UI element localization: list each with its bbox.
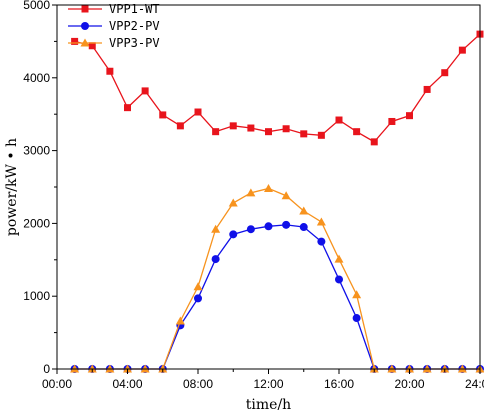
- series-line: [74, 187, 480, 370]
- data-point-marker: [159, 111, 167, 119]
- x-tick-label: 00:00: [42, 377, 72, 391]
- series-line: [74, 33, 481, 143]
- legend-label: VPP1-WT: [109, 2, 160, 16]
- legend-item: VPP1-WT: [68, 2, 160, 16]
- data-point-marker: [247, 124, 255, 132]
- data-point-marker: [211, 224, 221, 233]
- data-point-marker: [334, 254, 344, 263]
- data-point-marker: [71, 37, 79, 45]
- data-point-marker: [441, 69, 449, 77]
- data-point-marker: [388, 117, 396, 125]
- data-point-marker: [264, 222, 273, 231]
- legend-label: VPP3-PV: [109, 36, 160, 50]
- data-point-marker: [229, 122, 237, 130]
- data-point-marker: [352, 290, 362, 299]
- data-point-marker: [88, 42, 96, 50]
- data-point-marker: [335, 275, 343, 284]
- x-tick-label: 20:00: [394, 377, 424, 391]
- data-point-marker: [229, 230, 238, 239]
- data-point-marker: [317, 131, 325, 139]
- data-point-marker: [80, 38, 90, 47]
- data-point-marker: [282, 220, 291, 229]
- y-tick-label: 0: [43, 362, 50, 376]
- data-point-marker: [300, 130, 308, 138]
- data-point-marker: [281, 191, 291, 200]
- x-tick-label: 16:00: [324, 377, 354, 391]
- data-point-marker: [370, 138, 378, 146]
- series-vpp3-pv: [70, 183, 484, 373]
- data-point-marker: [458, 46, 466, 54]
- y-tick-label: 5000: [23, 0, 50, 12]
- data-point-marker: [194, 294, 202, 303]
- data-point-marker: [246, 225, 255, 234]
- data-point-marker: [282, 125, 290, 133]
- x-axis-title: time/h: [246, 397, 291, 413]
- y-tick-label: 1000: [23, 289, 50, 303]
- data-point-marker: [81, 22, 89, 30]
- x-tick-label: 24:00: [465, 377, 484, 391]
- data-point-marker: [335, 116, 343, 124]
- legend-label: VPP2-PV: [109, 19, 160, 33]
- data-point-marker: [212, 128, 220, 136]
- data-point-marker: [141, 87, 149, 95]
- data-point-marker: [299, 206, 309, 215]
- data-point-marker: [353, 128, 361, 136]
- data-point-marker: [211, 255, 220, 264]
- x-tick-label: 08:00: [183, 377, 213, 391]
- legend-item: VPP3-PV: [68, 36, 160, 50]
- x-tick-label: 12:00: [253, 377, 283, 391]
- data-point-marker: [194, 108, 202, 116]
- data-point-marker: [228, 198, 238, 207]
- data-point-marker: [406, 112, 413, 120]
- y-tick-label: 2000: [23, 216, 50, 230]
- data-point-marker: [316, 217, 326, 226]
- data-point-marker: [175, 316, 185, 325]
- data-point-marker: [299, 223, 308, 232]
- series-vpp1-wt: [71, 30, 484, 146]
- data-point-marker: [317, 237, 326, 246]
- x-tick-label: 04:00: [112, 377, 142, 391]
- data-point-marker: [352, 314, 361, 323]
- data-point-marker: [81, 5, 89, 13]
- series-line: [74, 224, 480, 370]
- data-point-marker: [193, 282, 203, 291]
- data-point-marker: [423, 85, 431, 93]
- legend: VPP1-WT VPP2-PV VPP3-PV: [68, 2, 160, 50]
- data-point-marker: [246, 188, 256, 197]
- series-layer: [70, 30, 484, 373]
- y-tick-label: 3000: [23, 144, 50, 158]
- legend-item: VPP2-PV: [68, 19, 160, 33]
- data-point-marker: [265, 128, 272, 136]
- data-point-marker: [176, 122, 184, 130]
- series-vpp2-pv: [70, 220, 484, 373]
- axes-layer: 00:00 04:00 08:00 12:00 16:00 20:00 24:00 0 1000…: [23, 0, 484, 391]
- y-axis-title: power/kW • h: [4, 138, 20, 236]
- y-tick-label: 4000: [23, 71, 50, 85]
- data-point-marker: [124, 104, 131, 112]
- data-point-marker: [264, 183, 273, 192]
- data-point-marker: [106, 67, 114, 75]
